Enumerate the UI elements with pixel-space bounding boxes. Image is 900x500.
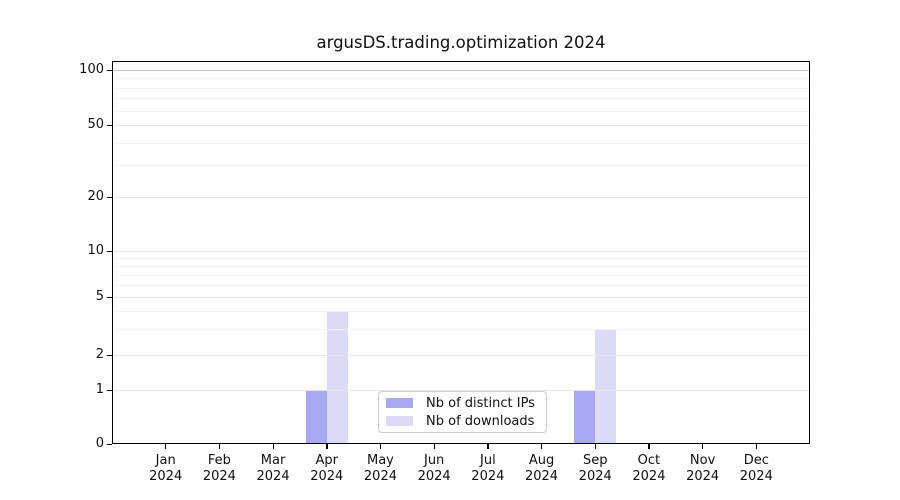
x-tick-month: Jul	[480, 453, 496, 468]
chart-title: argusDS.trading.optimization 2024	[316, 33, 606, 52]
gridline-minor-40	[113, 143, 809, 144]
gridline-minor-9	[113, 258, 809, 259]
gridline-minor-80	[113, 88, 809, 89]
gridline-minor-8	[113, 266, 809, 267]
x-tick-year: 2024	[363, 468, 397, 484]
x-tick-year: 2024	[471, 468, 505, 484]
x-tick-month: Jan	[155, 453, 176, 468]
legend: Nb of distinct IPs Nb of downloads	[378, 391, 547, 433]
x-tick-mark-jun	[433, 444, 435, 449]
gridline-major-100	[113, 70, 809, 71]
x-tick-label-dec: Dec 2024	[726, 453, 786, 484]
y-tick-label-1: 1	[95, 382, 104, 397]
x-tick-year: 2024	[524, 468, 559, 484]
gridline-major-2	[113, 355, 809, 356]
x-tick-mark-sep	[594, 444, 597, 449]
x-tick-label-jan: Jan 2024	[136, 453, 196, 484]
x-tick-year: 2024	[632, 468, 666, 484]
x-tick-mark-mar	[272, 444, 274, 449]
x-tick-label-oct: Oct 2024	[619, 453, 679, 484]
legend-item-downloads: Nb of downloads	[386, 412, 546, 430]
x-tick-month: Apr	[315, 453, 339, 468]
y-tick-label-2: 2	[95, 347, 104, 362]
x-tick-month: Nov	[689, 453, 716, 468]
x-tick-month: Aug	[528, 453, 555, 468]
bar-downloads-apr	[326, 311, 348, 443]
y-tick-mark-5	[107, 296, 112, 298]
x-tick-year: 2024	[686, 468, 720, 484]
y-tick-label-10: 10	[87, 243, 104, 258]
gridline-major-1	[113, 390, 809, 391]
x-tick-year: 2024	[739, 468, 773, 484]
x-tick-mark-jul	[487, 444, 489, 449]
x-tick-mark-jan	[165, 444, 167, 449]
gridline-minor-6	[113, 285, 809, 286]
x-tick-year: 2024	[578, 468, 612, 484]
x-tick-mark-oct	[648, 444, 650, 449]
x-tick-label-aug: Aug 2024	[512, 453, 572, 484]
x-tick-year: 2024	[202, 468, 236, 484]
x-tick-month: Dec	[743, 453, 769, 468]
x-tick-year: 2024	[417, 468, 451, 484]
x-tick-label-jun: Jun 2024	[404, 453, 464, 484]
x-tick-label-mar: Mar 2024	[243, 453, 303, 484]
gridline-minor-60	[113, 111, 809, 112]
x-tick-mark-apr	[326, 444, 328, 449]
x-tick-label-nov: Nov 2024	[673, 453, 733, 484]
y-tick-mark-0	[107, 443, 112, 445]
x-tick-mark-feb	[218, 444, 221, 449]
y-tick-mark-10	[107, 250, 112, 252]
x-tick-label-sep: Sep 2024	[565, 453, 625, 484]
x-tick-mark-nov	[702, 444, 704, 449]
y-tick-label-20: 20	[87, 189, 104, 204]
y-tick-mark-50	[107, 124, 112, 126]
bar-distinct-ips-sep	[574, 390, 596, 443]
x-tick-year: 2024	[310, 468, 344, 484]
gridline-major-10	[113, 251, 809, 252]
x-tick-month: May	[367, 453, 394, 468]
x-tick-mark-aug	[541, 444, 543, 449]
x-tick-month: Oct	[637, 453, 661, 468]
y-tick-mark-1	[107, 389, 112, 391]
legend-item-distinct-ips: Nb of distinct IPs	[386, 394, 546, 412]
gridline-major-5	[113, 297, 809, 298]
gridline-minor-90	[113, 78, 809, 79]
gridline-minor-7	[113, 275, 809, 276]
gridline-minor-3	[113, 329, 809, 330]
bar-downloads-sep	[595, 329, 617, 443]
y-tick-label-0: 0	[95, 436, 104, 451]
x-tick-label-feb: Feb 2024	[189, 453, 249, 484]
x-tick-year: 2024	[149, 468, 183, 484]
legend-swatch	[386, 398, 413, 408]
y-tick-label-100: 100	[79, 62, 104, 77]
x-tick-mark-may	[379, 444, 382, 449]
gridline-major-50	[113, 125, 809, 126]
y-tick-mark-20	[107, 196, 112, 198]
y-tick-label-50: 50	[87, 117, 104, 132]
legend-label: Nb of distinct IPs	[426, 395, 535, 411]
x-tick-label-jul: Jul 2024	[458, 453, 518, 484]
legend-swatch	[386, 416, 413, 426]
legend-label: Nb of downloads	[426, 413, 535, 429]
x-tick-label-may: May 2024	[350, 453, 410, 484]
x-tick-mark-dec	[755, 444, 758, 449]
y-tick-mark-100	[107, 69, 112, 71]
y-tick-mark-2	[107, 354, 112, 356]
gridline-major-20	[113, 197, 809, 198]
plot-area-frame	[112, 61, 810, 444]
x-tick-month: Feb	[207, 453, 231, 468]
gridline-minor-4	[113, 311, 809, 312]
x-tick-month: Sep	[582, 453, 608, 468]
x-tick-month: Jun	[423, 453, 445, 468]
x-tick-month: Mar	[260, 453, 286, 468]
bar-distinct-ips-apr	[305, 390, 327, 443]
gridline-minor-70	[113, 98, 809, 99]
gridline-minor-30	[113, 165, 809, 166]
x-tick-label-apr: Apr 2024	[297, 453, 357, 484]
x-tick-year: 2024	[256, 468, 290, 484]
y-tick-label-5: 5	[95, 289, 104, 304]
